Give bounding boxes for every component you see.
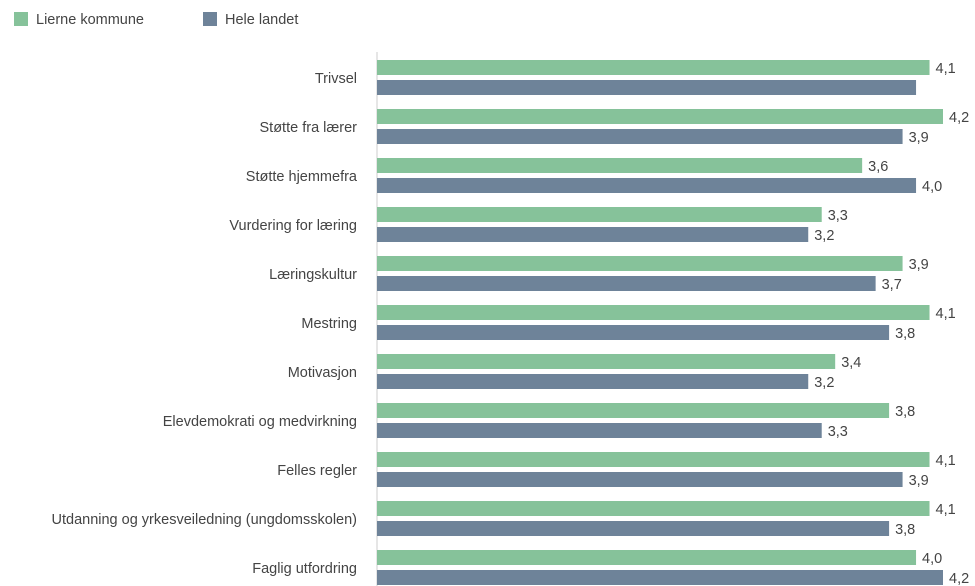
bar [377, 207, 822, 222]
value-label: 3,3 [828, 424, 848, 440]
value-label: 4,1 [936, 306, 956, 322]
bar [377, 570, 943, 585]
value-label: 3,6 [868, 159, 888, 175]
bar [377, 60, 930, 75]
category-label: Faglig utfordring [252, 561, 357, 577]
bar [377, 305, 930, 320]
value-label: 4,0 [922, 551, 942, 567]
bar [377, 403, 890, 418]
bar [377, 374, 809, 389]
value-label: 3,8 [895, 522, 915, 538]
bar [377, 501, 930, 516]
value-label: 3,8 [895, 326, 915, 342]
value-label: 3,2 [814, 375, 834, 391]
bar [377, 158, 863, 173]
bar [377, 109, 943, 124]
category-label: Vurdering for læring [229, 218, 357, 234]
legend-label: Hele landet [225, 12, 298, 28]
category-label: Støtte fra lærer [260, 120, 358, 136]
category-label: Støtte hjemmefra [246, 169, 358, 185]
value-label: 4,2 [949, 571, 969, 586]
bar [377, 80, 917, 95]
value-label: 4,1 [936, 61, 956, 77]
value-label: 3,2 [814, 228, 834, 244]
bar [377, 452, 930, 467]
value-label: 3,8 [895, 404, 915, 420]
value-label: 3,9 [909, 130, 929, 146]
legend-swatch [14, 12, 28, 26]
value-label: 3,4 [841, 355, 861, 371]
value-label: 4,1 [936, 453, 956, 469]
bar [377, 521, 890, 536]
value-label: 3,7 [882, 277, 902, 293]
value-label: 3,9 [909, 257, 929, 273]
category-label: Motivasjon [288, 365, 357, 381]
bar [377, 550, 917, 565]
category-label: Læringskultur [269, 267, 357, 283]
bar [377, 178, 917, 193]
bar [377, 129, 903, 144]
bar [377, 354, 836, 369]
legend-label: Lierne kommune [36, 12, 144, 28]
bar [377, 256, 903, 271]
value-label: 4,2 [949, 110, 969, 126]
category-label: Mestring [301, 316, 357, 332]
bar [377, 227, 809, 242]
bar [377, 472, 903, 487]
value-label: 3,9 [909, 473, 929, 489]
bar [377, 423, 822, 438]
bar [377, 325, 890, 340]
category-label: Elevdemokrati og medvirkning [163, 414, 357, 430]
value-label: 3,3 [828, 208, 848, 224]
bar [377, 276, 876, 291]
category-label: Trivsel [315, 71, 357, 87]
category-label: Felles regler [277, 463, 357, 479]
category-label: Utdanning og yrkesveiledning (ungdomssko… [52, 512, 357, 528]
value-label: 4,0 [922, 179, 942, 195]
value-label: 4,1 [936, 502, 956, 518]
legend-swatch [203, 12, 217, 26]
